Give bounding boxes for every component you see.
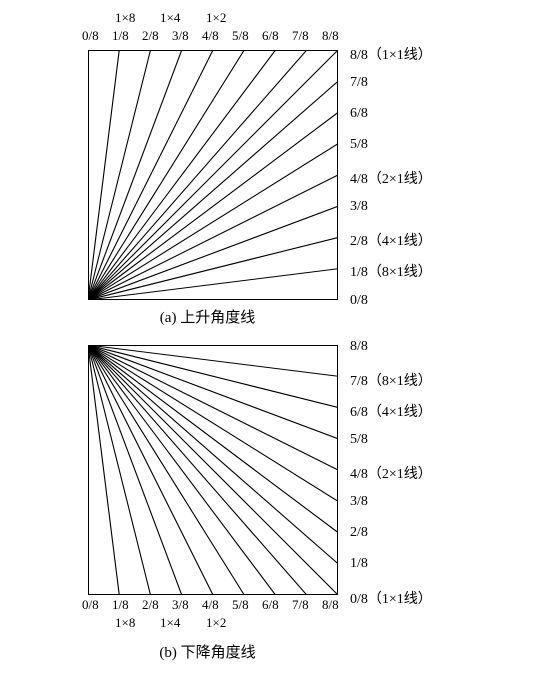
axis-label: 3/8 <box>172 28 189 44</box>
right-label: 4/8（2×1线） <box>350 168 432 188</box>
axis-label: 7/8 <box>292 597 309 613</box>
axis-label: 7/8 <box>292 28 309 44</box>
chart-a <box>88 50 338 300</box>
right-label: 5/8 <box>350 137 368 153</box>
right-label: 8/8 <box>350 339 368 355</box>
right-label: 5/8 <box>350 432 368 448</box>
axis-label: 6/8 <box>262 597 279 613</box>
chart-b <box>88 345 338 595</box>
figure-a: 1×8 1×4 1×2 0/8 1/8 2/8 3/8 4/8 5/8 6/8 7/8 8/8 8/… <box>10 10 525 327</box>
axis-label: 2/8 <box>142 597 159 613</box>
axis-label: 1×8 <box>115 615 135 631</box>
right-labels-b: 8/87/8（8×1线）6/8（4×1线）5/84/8（2×1线）3/82/81… <box>350 345 530 595</box>
axis-label: 4/8 <box>202 597 219 613</box>
right-label: 4/8（2×1线） <box>350 463 432 483</box>
caption-b: (b) 下降角度线 <box>10 641 525 662</box>
right-labels-a: 8/8（1×1线）7/86/85/84/8（2×1线）3/82/8（4×1线）1… <box>350 50 530 300</box>
right-label: 2/8 <box>350 525 368 541</box>
right-label: 3/8 <box>350 199 368 215</box>
right-label: 7/8 <box>350 75 368 91</box>
axis-label: 2/8 <box>142 28 159 44</box>
right-label: 2/8（4×1线） <box>350 230 432 250</box>
right-label: 0/8 <box>350 293 368 309</box>
caption-a: (a) 上升角度线 <box>10 306 525 327</box>
axis-label: 5/8 <box>232 597 249 613</box>
right-label: 1/8 <box>350 556 368 572</box>
right-label: 6/8（4×1线） <box>350 401 432 421</box>
axis-label: 4/8 <box>202 28 219 44</box>
bottom-labels-b: 0/81/82/83/84/85/86/87/88/8 1×81×41×2 <box>88 595 368 635</box>
right-label: 7/8（8×1线） <box>350 370 432 390</box>
axis-label: 1×8 <box>115 10 135 26</box>
axis-label: 0/8 <box>82 28 99 44</box>
axis-label: 1×4 <box>160 615 180 631</box>
axis-label: 1/8 <box>112 597 129 613</box>
top-labels-a: 1×81×41×2 0/81/82/83/84/85/86/87/88/8 <box>88 10 338 50</box>
axis-label: 1×2 <box>206 615 226 631</box>
axis-label: 1/8 <box>112 28 129 44</box>
axis-label: 8/8 <box>322 597 339 613</box>
right-label: 1/8（8×1线） <box>350 261 432 281</box>
axis-label: 6/8 <box>262 28 279 44</box>
axis-label: 3/8 <box>172 597 189 613</box>
axis-label: 1×2 <box>206 10 226 26</box>
axis-label: 8/8 <box>322 28 339 44</box>
right-label: 6/8 <box>350 106 368 122</box>
right-label: 3/8 <box>350 494 368 510</box>
axis-label: 0/8 <box>82 597 99 613</box>
right-label: 8/8（1×1线） <box>350 44 432 64</box>
figure-b: 8/87/8（8×1线）6/8（4×1线）5/84/8（2×1线）3/82/81… <box>10 345 525 662</box>
axis-label: 1×4 <box>160 10 180 26</box>
axis-label: 5/8 <box>232 28 249 44</box>
